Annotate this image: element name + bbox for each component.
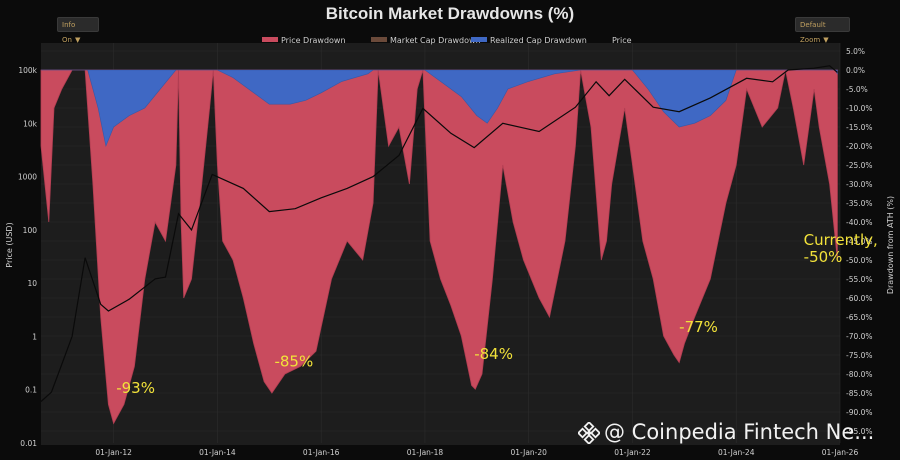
right-axis-label: Drawdown from ATH (%)	[886, 196, 895, 294]
left-axis-label: Price (USD)	[5, 222, 14, 267]
annotation-label: -50%	[804, 248, 843, 266]
annotations: -93% -85% -84% -77% Currently,-50%	[116, 231, 878, 397]
info-toggle-label: Info On	[62, 21, 76, 44]
left-axis-tick-label: 0.1	[25, 386, 37, 395]
annotation-label: -84%	[474, 345, 513, 363]
x-axis-tick-label: 01-Jan-26	[822, 448, 859, 457]
right-axis-tick-label: -50.0%	[846, 256, 873, 265]
left-axis-tick-label: 1	[32, 332, 37, 341]
legend-swatch	[471, 37, 487, 42]
legend: Price Drawdown Market Cap Drawdown Realize…	[262, 36, 632, 45]
watermark: @ Coinpedia Fintech Ne...	[578, 420, 898, 444]
chart-title: Bitcoin Market Drawdowns (%)	[325, 4, 575, 23]
right-axis-tick-label: -75.0%	[846, 351, 873, 360]
x-axis-tick-label: 01-Jan-12	[95, 448, 132, 457]
legend-swatch	[262, 37, 278, 42]
annotation-label: -85%	[274, 352, 313, 370]
right-axis-tick-label: -30.0%	[846, 180, 873, 189]
zoom-select-label: Default Zoom	[800, 21, 826, 44]
x-axis-tick-label: 01-Jan-14	[199, 448, 236, 457]
right-axis-tick-label: -55.0%	[846, 275, 873, 284]
x-axis-tick-label: 01-Jan-22	[614, 448, 651, 457]
right-axis: 5.0% 0.0% -5.0% -10.0% -15.0% -20.0% -25.0% -30…	[846, 47, 895, 436]
legend-label: Price Drawdown	[281, 36, 346, 45]
price-line-group	[40, 65, 838, 402]
left-axis-tick-label: 100	[23, 226, 38, 235]
drawdown-areas	[40, 69, 838, 425]
right-axis-tick-label: -5.0%	[846, 85, 868, 94]
x-axis: 01-Jan-12 01-Jan-14 01-Jan-16 01-Jan-18 01-J…	[95, 448, 858, 457]
right-axis-tick-label: 0.0%	[846, 66, 865, 75]
price-line	[40, 65, 838, 402]
left-axis-tick-label: 100k	[18, 66, 37, 75]
chevron-down-icon: ▼	[823, 36, 829, 44]
left-axis-tick-label: 1000	[18, 173, 37, 182]
right-axis-tick-label: -25.0%	[846, 161, 873, 170]
right-axis-tick-label: -45.0%	[846, 237, 873, 246]
right-axis-tick-label: -10.0%	[846, 104, 873, 113]
watermark-text: @ Coinpedia Fintech Ne...	[604, 420, 875, 444]
left-axis-tick-label: 0.01	[20, 439, 37, 448]
annotation-label: Currently,	[804, 231, 878, 249]
annotation-label: -93%	[116, 379, 155, 397]
legend-label: Market Cap Drawdown	[390, 36, 481, 45]
legend-swatch	[371, 37, 387, 42]
x-axis-tick-label: 01-Jan-16	[303, 448, 340, 457]
annotation-label: -77%	[679, 318, 718, 336]
right-axis-tick-label: -80.0%	[846, 370, 873, 379]
right-axis-tick-label: -65.0%	[846, 313, 873, 322]
price-drawdown-area	[40, 69, 838, 425]
right-axis-tick-label: -95.0%	[846, 427, 873, 436]
right-axis-tick-label: -35.0%	[846, 199, 873, 208]
right-axis-tick-label: -40.0%	[846, 218, 873, 227]
left-axis: 0.01 0.1 1 10 100 1000 10k 100k Price (USD)	[5, 66, 38, 448]
legend-label: Price	[612, 36, 632, 45]
binance-logo-icon	[578, 422, 600, 444]
left-axis-tick-label: 10	[27, 279, 37, 288]
zoom-select-button[interactable]: Default Zoom ▼	[795, 17, 850, 44]
info-toggle-button[interactable]: Info On ▼	[57, 17, 99, 44]
right-axis-tick-label: -20.0%	[846, 142, 873, 151]
right-axis-tick-label: 5.0%	[846, 47, 865, 56]
x-axis-tick-label: 01-Jan-20	[510, 448, 547, 457]
x-axis-tick-label: 01-Jan-18	[407, 448, 444, 457]
legend-label: Realized Cap Drawdown	[490, 36, 587, 45]
chevron-down-icon: ▼	[74, 36, 81, 44]
right-axis-tick-label: -15.0%	[846, 123, 873, 132]
right-axis-tick-label: -85.0%	[846, 389, 873, 398]
right-axis-tick-label: -70.0%	[846, 332, 873, 341]
right-axis-tick-label: -90.0%	[846, 408, 873, 417]
right-axis-tick-label: -60.0%	[846, 294, 873, 303]
left-axis-tick-label: 10k	[23, 119, 38, 128]
x-axis-tick-label: 01-Jan-24	[718, 448, 755, 457]
realized-cap-drawdown-area	[41, 69, 838, 148]
